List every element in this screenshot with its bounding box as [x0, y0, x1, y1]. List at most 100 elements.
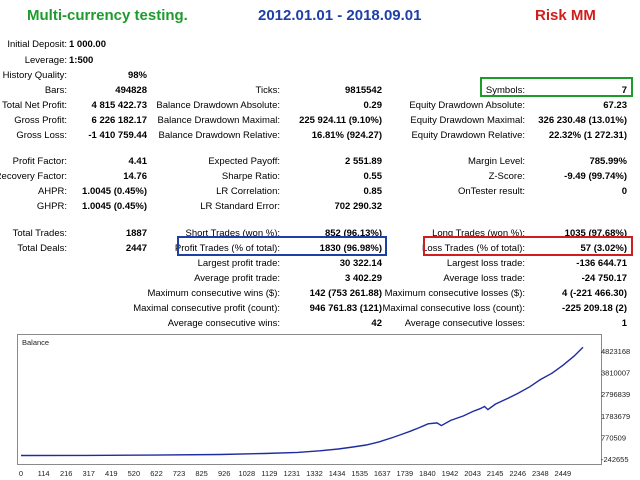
y-tick-label: 2796839: [601, 390, 630, 399]
recovery-factor-value: 14.76: [123, 171, 147, 182]
loss-trades-label: Loss Trades (% of total):: [422, 243, 525, 254]
ghpr-value: 1.0045 (0.45%): [82, 201, 147, 212]
symbols-label: Symbols:: [485, 85, 525, 96]
x-tick-label: 1332: [306, 469, 323, 478]
largest-loss-label: Largest loss trade:: [446, 258, 525, 269]
z-score-label: Z-Score:: [488, 171, 525, 182]
bars-value: 494828: [115, 85, 147, 96]
x-tick-label: 1739: [396, 469, 413, 478]
maximal-consec-loss-value: -225 209.18 (2): [562, 303, 627, 314]
long-trades-value: 1035 (97.68%): [564, 228, 627, 239]
total-trades-value: 1887: [125, 228, 147, 239]
total-deals-value: 2447: [125, 243, 147, 254]
initial-deposit-value: 1 000.00: [69, 39, 106, 50]
balance-chart: Balance: [17, 334, 602, 465]
max-consec-losses-label: Maximum consecutive losses ($):: [384, 288, 525, 299]
x-tick-label: 1028: [238, 469, 255, 478]
z-score-value: -9.49 (99.74%): [564, 171, 627, 182]
x-tick-label: 1434: [329, 469, 346, 478]
short-trades-value: 852 (96.13%): [324, 228, 382, 239]
bars-label: Bars:: [44, 85, 67, 96]
equity-dd-abs-label: Equity Drawdown Absolute:: [409, 100, 525, 111]
x-tick-label: 622: [150, 469, 163, 478]
x-tick-label: 1535: [351, 469, 368, 478]
profit-factor-value: 4.41: [128, 156, 148, 167]
average-loss-label: Average loss trade:: [443, 273, 525, 284]
x-tick-label: 2348: [532, 469, 549, 478]
balance-dd-max-value: 225 924.11 (9.10%): [299, 115, 382, 126]
ghpr-label: GHPR:: [36, 201, 67, 212]
leverage-label: Leverage:: [24, 55, 67, 66]
x-tick-label: 1231: [284, 469, 301, 478]
recovery-factor-label: Recovery Factor:: [0, 171, 67, 182]
lr-correlation-value: 0.85: [363, 186, 383, 197]
largest-profit-value: 30 322.14: [339, 258, 382, 269]
profit-factor-label: Profit Factor:: [12, 156, 67, 167]
balance-chart-svg: Balance: [20, 338, 584, 457]
profit-trades-label: Profit Trades (% of total):: [174, 243, 280, 254]
expected-payoff-value: 2 551.89: [345, 156, 382, 167]
report-date-range: 2012.01.01 - 2018.09.01: [258, 7, 422, 24]
balance-dd-abs-label: Balance Drawdown Absolute:: [156, 100, 280, 111]
total-net-profit-label: Total Net Profit:: [2, 100, 67, 111]
gross-profit-label: Gross Profit:: [14, 115, 67, 126]
y-tick-label: 1783679: [601, 412, 630, 421]
avg-consec-wins-value: 42: [371, 318, 382, 329]
balance-dd-max-label: Balance Drawdown Maximal:: [157, 115, 281, 126]
average-profit-value: 3 402.29: [345, 273, 382, 284]
total-deals-label: Total Deals:: [17, 243, 67, 254]
x-tick-label: 2449: [555, 469, 572, 478]
x-tick-label: 1942: [442, 469, 459, 478]
expected-payoff-label: Expected Payoff:: [208, 156, 280, 167]
initial-deposit-label: Initial Deposit:: [7, 39, 67, 50]
x-tick-label: 2043: [464, 469, 481, 478]
history-quality-value: 98%: [127, 70, 147, 81]
report-title: Multi-currency testing.: [27, 7, 188, 24]
y-tick-label: -242655: [601, 455, 629, 464]
profit-trades-value: 1830 (96.98%): [319, 243, 382, 254]
max-consec-losses-value: 4 (-221 466.30): [562, 288, 627, 299]
x-tick-label: 825: [195, 469, 208, 478]
long-trades-label: Long Trades (won %):: [432, 228, 525, 239]
equity-dd-max-label: Equity Drawdown Maximal:: [410, 115, 525, 126]
y-tick-label: 770509: [601, 433, 626, 442]
balance-line: [20, 346, 584, 457]
x-tick-label: 114: [38, 469, 50, 478]
equity-dd-max-value: 326 230.48 (13.01%): [538, 115, 627, 126]
gross-loss-label: Gross Loss:: [16, 130, 67, 141]
ahpr-label: AHPR:: [37, 186, 67, 197]
profit-trades-highlight-box: [177, 236, 387, 256]
lr-std-error-value: 702 290.32: [334, 201, 382, 212]
max-consec-wins-value: 142 (753 261.88): [309, 288, 382, 299]
balance-dd-rel-label: Balance Drawdown Relative:: [158, 130, 280, 141]
lr-correlation-label: LR Correlation:: [216, 186, 280, 197]
margin-level-value: 785.99%: [589, 156, 627, 167]
report-mode: Risk MM: [535, 7, 596, 24]
x-tick-label: 0: [19, 469, 23, 478]
loss-trades-highlight-box: [423, 236, 633, 256]
x-tick-label: 1637: [374, 469, 391, 478]
equity-dd-abs-value: 67.23: [603, 100, 627, 111]
largest-profit-label: Largest profit trade:: [197, 258, 280, 269]
gross-loss-value: -1 410 759.44: [88, 130, 147, 141]
ontester-label: OnTester result:: [457, 186, 525, 197]
sharpe-ratio-value: 0.55: [363, 171, 383, 182]
maximal-consec-profit-value: 946 761.83 (121): [309, 303, 382, 314]
margin-level-label: Margin Level:: [467, 156, 525, 167]
avg-consec-losses-value: 1: [621, 318, 627, 329]
symbols-highlight-box: [480, 77, 633, 97]
total-net-profit-value: 4 815 422.73: [91, 100, 147, 111]
maximal-consec-loss-label: Maximal consecutive loss (count):: [382, 303, 525, 314]
history-quality-label: History Quality:: [2, 70, 67, 81]
x-tick-label: 723: [173, 469, 186, 478]
sharpe-ratio-label: Sharpe Ratio:: [221, 171, 280, 182]
symbols-value: 7: [621, 85, 627, 96]
y-tick-label: 4823168: [601, 347, 630, 356]
x-tick-label: 1840: [419, 469, 436, 478]
average-profit-label: Average profit trade:: [194, 273, 280, 284]
maximal-consec-profit-label: Maximal consecutive profit (count):: [133, 303, 280, 314]
ontester-value: 0: [621, 186, 627, 197]
leverage-value: 1:500: [69, 55, 94, 66]
x-tick-label: 216: [60, 469, 73, 478]
max-consec-wins-label: Maximum consecutive wins ($):: [147, 288, 280, 299]
